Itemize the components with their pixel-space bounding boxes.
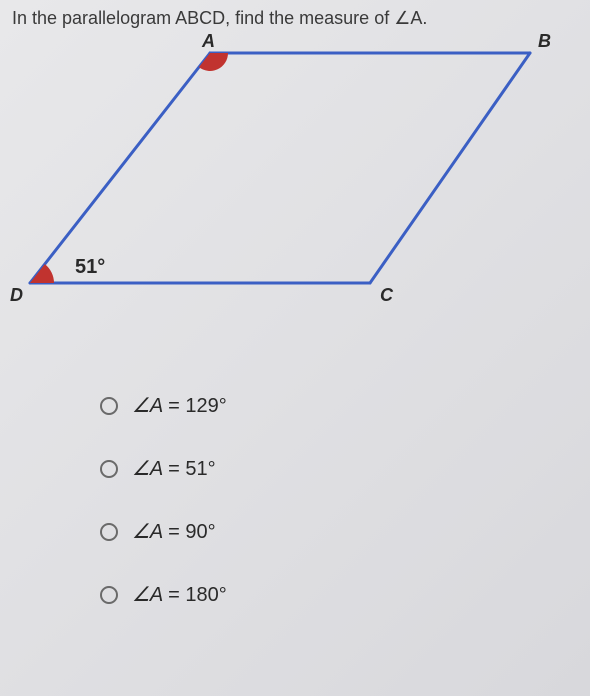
- vertex-label-d: D: [10, 285, 23, 305]
- option-1-text: ∠A = 129°: [132, 393, 227, 418]
- question-text: In the parallelogram ABCD, find the meas…: [0, 0, 590, 33]
- parallelogram-svg: A B C D 51°: [0, 33, 590, 353]
- side-bc: [370, 53, 530, 283]
- option-1[interactable]: ∠A = 129°: [100, 393, 590, 418]
- options-area: ∠A = 129° ∠A = 51° ∠A = 90° ∠A = 180°: [0, 353, 590, 607]
- question-content: In the parallelogram ABCD, find the meas…: [12, 8, 427, 28]
- option-4-text: ∠A = 180°: [132, 582, 227, 607]
- radio-icon: [100, 523, 118, 541]
- radio-icon: [100, 397, 118, 415]
- radio-icon: [100, 460, 118, 478]
- option-3-text: ∠A = 90°: [132, 519, 216, 544]
- radio-icon: [100, 586, 118, 604]
- diagram-area: A B C D 51°: [0, 33, 590, 353]
- angle-label-d: 51°: [75, 256, 105, 278]
- vertex-label-b: B: [538, 33, 551, 51]
- vertex-label-a: A: [201, 33, 215, 51]
- option-2[interactable]: ∠A = 51°: [100, 456, 590, 481]
- side-da: [30, 53, 210, 283]
- option-3[interactable]: ∠A = 90°: [100, 519, 590, 544]
- angle-arc-a: [199, 53, 228, 71]
- option-2-text: ∠A = 51°: [132, 456, 216, 481]
- vertex-label-c: C: [380, 285, 394, 305]
- option-4[interactable]: ∠A = 180°: [100, 582, 590, 607]
